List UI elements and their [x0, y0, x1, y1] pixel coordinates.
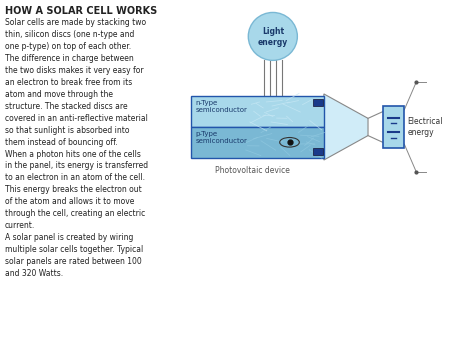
Text: Solar cells are made by stacking two
thin, silicon discs (one n-type and
one p-t: Solar cells are made by stacking two thi… — [5, 18, 148, 278]
Bar — [313, 99, 323, 106]
Text: Light: Light — [262, 27, 284, 36]
Text: energy: energy — [258, 38, 288, 47]
Text: Photovoltaic device: Photovoltaic device — [215, 166, 290, 175]
Bar — [313, 148, 323, 155]
Polygon shape — [324, 94, 368, 160]
Circle shape — [248, 13, 297, 61]
Bar — [191, 96, 324, 127]
Text: Electrical
energy: Electrical energy — [407, 117, 443, 137]
Bar — [191, 127, 324, 158]
Text: n-Type
semiconductor: n-Type semiconductor — [195, 100, 247, 113]
Text: HOW A SOLAR CELL WORKS: HOW A SOLAR CELL WORKS — [5, 6, 157, 16]
Text: p-Type
semiconductor: p-Type semiconductor — [195, 131, 247, 144]
Bar — [383, 106, 405, 148]
